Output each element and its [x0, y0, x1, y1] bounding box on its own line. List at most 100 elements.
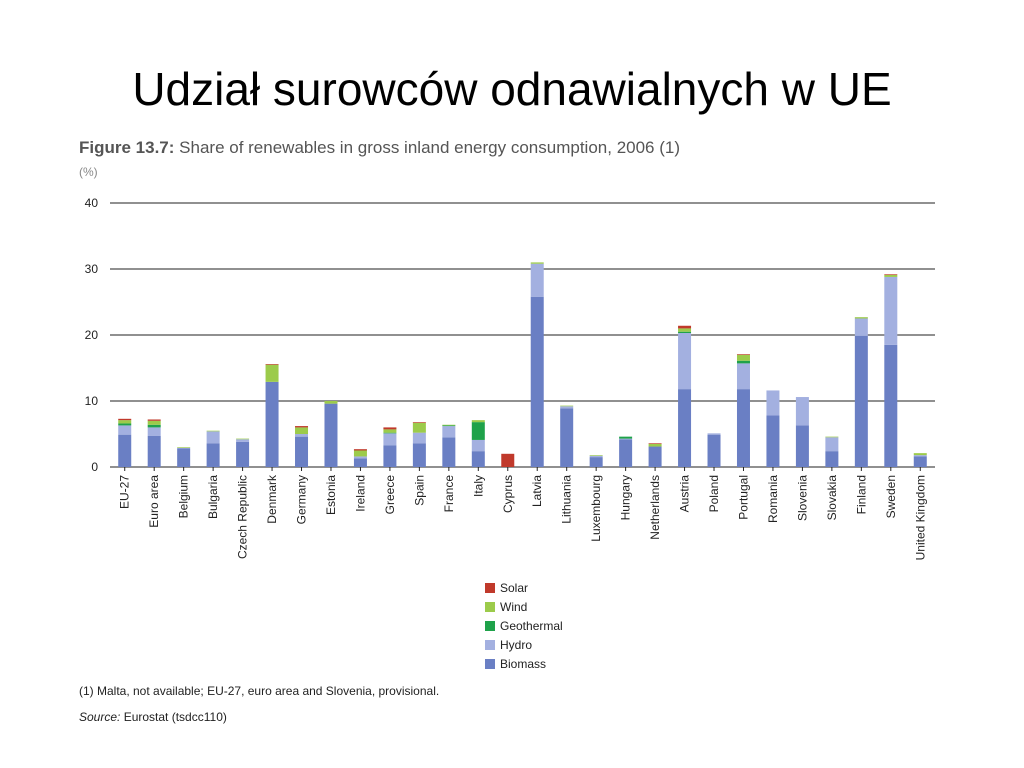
bar-segment-biomass [324, 403, 338, 467]
bar-segment-biomass [353, 458, 367, 467]
x-tick-label: Netherlands [648, 475, 662, 540]
bar-segment-hydro [825, 437, 839, 452]
bar-segment-hydro [766, 390, 780, 416]
bar-segment-hydro [383, 433, 397, 446]
bar-segment-biomass [589, 457, 603, 467]
figure-caption-text: Share of renewables in gross inland ener… [179, 138, 681, 157]
figure-source: Source: Eurostat (tsdcc110) [79, 710, 227, 724]
bar-segment-wind [353, 450, 367, 457]
x-tick-label: France [442, 475, 456, 513]
bar-segment-hydro [913, 455, 927, 457]
bar-segment-biomass [177, 448, 191, 467]
bar-segment-geothermal [736, 360, 750, 364]
bar-segment-hydro [295, 434, 309, 437]
bar-segment-hydro [147, 427, 161, 436]
bar-segment-biomass [884, 344, 898, 467]
x-tick-label: Italy [471, 475, 485, 497]
bar-segment-hydro [442, 426, 456, 438]
bar-segment-hydro [236, 439, 250, 442]
bar-segment-biomass [648, 446, 662, 467]
bar-segment-hydro [206, 431, 220, 444]
slide-title: Udział surowców odnawialnych w UE [132, 63, 892, 115]
bar-segment-biomass [118, 434, 132, 467]
x-tick-label: Czech Republic [236, 475, 250, 559]
bar-segment-biomass [236, 441, 250, 467]
bar-segment-solar [265, 364, 279, 365]
legend-item-wind: Wind [485, 597, 563, 616]
bar-segment-wind [442, 424, 456, 426]
bar-segment-hydro [560, 406, 574, 409]
legend-item-biomass: Biomass [485, 654, 563, 673]
bar-segment-hydro [412, 432, 426, 444]
source-label: Source: [79, 710, 121, 724]
bar-segment-biomass [795, 425, 809, 467]
bar-segment-geothermal [678, 331, 692, 334]
bar-segment-biomass [707, 434, 721, 467]
bar-segment-solar [353, 449, 367, 451]
bar-segment-hydro [118, 425, 132, 435]
bar-segment-wind [471, 420, 485, 423]
bar-segment-geothermal [442, 425, 456, 427]
legend-label: Solar [500, 580, 529, 595]
bar-segment-wind [530, 262, 544, 264]
bar-segment-wind [147, 420, 161, 425]
bar-segment-biomass [265, 381, 279, 467]
bar-segment-biomass [825, 451, 839, 467]
bar-segment-solar [412, 422, 426, 423]
bar-segment-hydro [854, 318, 868, 336]
legend-label: Biomass [500, 656, 547, 671]
legend-item-solar: Solar [485, 578, 563, 597]
y-tick-label: 40 [85, 196, 99, 210]
x-tick-label: Slovenia [795, 475, 809, 521]
bar-segment-biomass [383, 445, 397, 467]
bar-segment-solar [501, 453, 515, 467]
legend-swatch [485, 639, 495, 650]
bar-segment-hydro [678, 333, 692, 390]
bar-segment-wind [177, 447, 191, 448]
bar-segment-wind [412, 422, 426, 433]
y-tick-label: 10 [85, 394, 99, 408]
x-tick-label: Austria [678, 475, 692, 513]
figure-footnote: (1) Malta, not available; EU-27, euro ar… [79, 684, 440, 698]
x-tick-label: Greece [383, 475, 397, 515]
legend-swatch [485, 601, 495, 612]
bar-segment-biomass [295, 436, 309, 467]
bar-segment-wind [884, 274, 898, 277]
x-tick-label: Sweden [884, 475, 898, 518]
unit-label: (%) [79, 165, 98, 179]
legend-item-hydro: Hydro [485, 635, 563, 654]
bar-segment-hydro [589, 455, 603, 458]
x-tick-label: United Kingdom [913, 475, 927, 560]
bar-segment-wind [854, 317, 868, 319]
bar-segment-wind [265, 364, 279, 382]
x-tick-label: Latvia [530, 475, 544, 507]
y-tick-label: 30 [85, 262, 99, 276]
bar-segment-wind [324, 401, 338, 404]
bar-segment-geothermal [147, 424, 161, 428]
bar-segment-hydro [707, 433, 721, 435]
bar-segment-biomass [678, 389, 692, 467]
x-tick-label: Euro area [147, 475, 161, 528]
bar-segment-geothermal [619, 436, 633, 439]
y-tick-label: 0 [91, 460, 98, 474]
x-tick-label: Romania [766, 475, 780, 523]
bar-segment-wind [589, 455, 603, 456]
bar-segment-biomass [530, 296, 544, 467]
x-tick-label: Germany [295, 475, 309, 524]
x-tick-label: Spain [412, 475, 426, 506]
bar-segment-solar [295, 426, 309, 428]
legend-swatch [485, 658, 495, 669]
x-tick-label: Hungary [619, 475, 633, 520]
bar-segment-geothermal [118, 423, 132, 426]
legend-swatch [485, 620, 495, 631]
x-tick-label: Bulgaria [206, 475, 220, 519]
x-tick-label: Denmark [265, 474, 279, 524]
bar-segment-biomass [471, 451, 485, 467]
bar-segment-hydro [177, 447, 191, 449]
bar-segment-hydro [795, 397, 809, 426]
bar-segment-wind [648, 443, 662, 447]
x-tick-label: Belgium [177, 475, 191, 518]
bar-segment-hydro [471, 439, 485, 452]
chart-legend: Solar Wind Geothermal Hydro Biomass [485, 578, 563, 673]
bar-segment-hydro [884, 276, 898, 345]
